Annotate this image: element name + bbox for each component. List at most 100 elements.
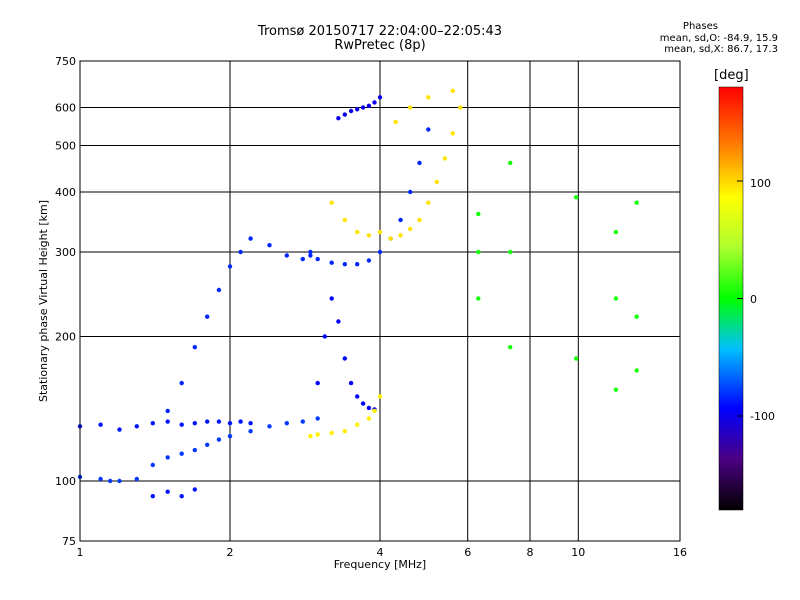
data-point [393, 119, 398, 125]
data-point [134, 424, 139, 429]
data-point [372, 100, 377, 105]
data-point [377, 229, 383, 235]
data-point [98, 422, 103, 427]
data-point [227, 421, 233, 426]
data-point [98, 476, 103, 482]
colorbar-label-0: 0 [750, 293, 757, 306]
data-point [150, 494, 155, 499]
data-point [192, 447, 197, 453]
data-point [398, 217, 403, 223]
x-tick-labels: 1 2 4 6 8 10 16 [77, 546, 688, 559]
y-tick-label: 300 [55, 246, 76, 259]
data-point [329, 200, 334, 205]
x-tick-label: 2 [227, 546, 234, 559]
data-point [342, 112, 347, 117]
data-point [216, 287, 222, 293]
data-point [179, 451, 184, 456]
data-point [426, 200, 431, 205]
data-point [366, 233, 372, 238]
data-point [179, 494, 184, 499]
data-point [426, 95, 431, 100]
data-point [205, 442, 210, 447]
colorbar-label-minus100: -100 [750, 410, 775, 423]
y-tick-label: 750 [55, 55, 76, 68]
data-point [634, 368, 639, 373]
data-point [315, 416, 320, 421]
data-point [329, 260, 334, 265]
data-point [377, 394, 383, 399]
data-point [284, 421, 289, 426]
data-point [336, 116, 341, 121]
phases-x-mode: mean, sd,X: 86.7, 17.3 [664, 44, 778, 55]
data-point [342, 262, 347, 267]
data-point [165, 408, 170, 414]
x-axis-label: Frequency [MHz] [334, 558, 426, 571]
data-point [205, 314, 210, 319]
data-point [450, 131, 455, 136]
data-point [634, 314, 639, 319]
data-point [508, 249, 513, 255]
data-point [366, 103, 372, 109]
data-point [408, 226, 413, 232]
chart-title: Tromsø 20150717 22:04:00–22:05:43 [257, 24, 503, 39]
data-point [329, 430, 334, 436]
data-point [355, 422, 360, 427]
y-tick-labels: 75 100 200 300 400 500 600 750 [55, 55, 76, 548]
y-axis-label: Stationary phase Virtual Height [km] [37, 200, 50, 402]
x-tick-label: 1 [77, 546, 84, 559]
data-point [613, 229, 619, 235]
data-point [355, 394, 360, 399]
data-point [417, 217, 422, 223]
data-point [267, 243, 272, 248]
data-points [77, 88, 639, 499]
data-point [408, 105, 413, 110]
data-point [377, 95, 383, 100]
data-point [426, 127, 431, 132]
data-point [442, 156, 448, 161]
data-point [192, 421, 197, 426]
data-point [417, 160, 422, 166]
data-point [366, 416, 372, 421]
data-point [342, 217, 347, 223]
data-point [458, 105, 463, 110]
colorbar-label-100: 100 [750, 177, 771, 190]
data-point [388, 236, 393, 241]
data-point [434, 179, 439, 185]
y-tick-label: 200 [55, 331, 76, 344]
data-point [398, 233, 403, 238]
data-point [117, 427, 122, 432]
phases-o-mode: mean, sd,O: -84.9, 15.9 [659, 33, 778, 44]
data-point [342, 429, 347, 434]
data-point [360, 401, 366, 406]
x-tick-label: 8 [527, 546, 534, 559]
data-point [308, 249, 313, 255]
data-point [179, 380, 184, 386]
data-point [227, 264, 233, 269]
data-point [360, 105, 366, 110]
data-point [284, 253, 289, 258]
data-point [476, 211, 481, 217]
data-point [150, 421, 155, 426]
data-point [248, 236, 253, 241]
data-point [192, 345, 197, 350]
data-point [408, 189, 413, 195]
data-point [179, 422, 184, 427]
data-point [355, 262, 360, 267]
data-point [573, 356, 579, 361]
data-point [192, 487, 197, 492]
y-tick-label: 600 [55, 102, 76, 115]
data-point [348, 380, 354, 386]
data-point [108, 478, 113, 484]
plot-frame [79, 60, 681, 542]
grid [79, 60, 681, 542]
data-point [508, 345, 513, 350]
data-point [366, 258, 372, 263]
data-point [315, 256, 320, 262]
data-point [366, 405, 372, 411]
data-point [134, 476, 139, 482]
y-tick-label: 500 [55, 140, 76, 153]
chart-subtitle: RwPretec (8p) [334, 38, 426, 53]
data-point [342, 356, 347, 361]
data-point [508, 160, 513, 166]
data-point [348, 108, 354, 114]
